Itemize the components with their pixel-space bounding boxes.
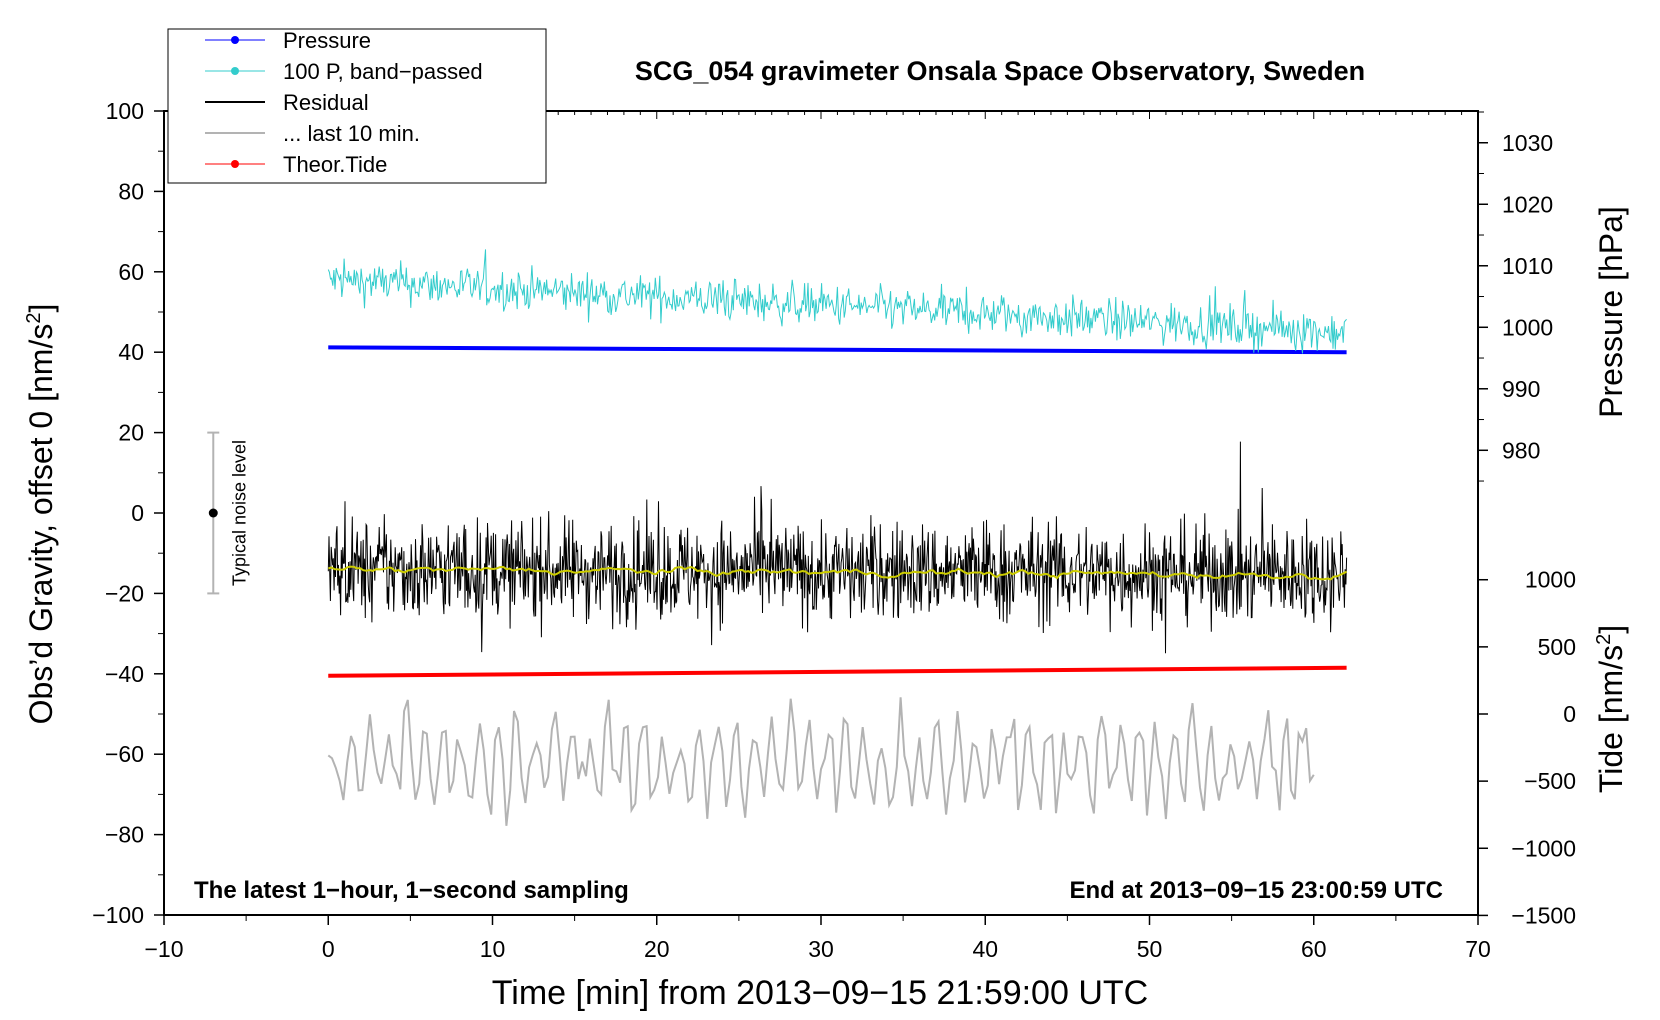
legend-label-residual: Residual [283,90,369,115]
legend-entry-tide: Theor.Tide [205,152,387,177]
pressure-tick-label: 990 [1502,376,1540,402]
series-last-10-min [327,697,1315,826]
x-tick-label: 20 [644,936,670,962]
legend-marker-bandpassed [231,67,239,75]
tide-tick-label: 500 [1538,634,1576,660]
series-100-p-band-passed [327,249,1347,354]
pressure-axis-label: Pressure [hPa] [1593,206,1629,418]
legend-entry-bandpassed: 100 P, band−passed [205,59,483,84]
y-axis-label-left: Obs’d Gravity, offset 0 [nm/s2] [23,304,59,725]
y-tick-label: −40 [105,661,144,687]
legend-entry-pressure: Pressure [205,28,371,53]
tide-axis-label: Tide [nm/s2] [1593,625,1629,793]
series-pressure [328,345,1347,355]
legend-entry-last10: ... last 10 min. [205,121,420,146]
pressure-tick-label: 1010 [1502,253,1553,279]
y-tick-label: 60 [118,259,144,285]
axes-layer: −10 0 10 20 30 40 50 60 70100806040200−20−40−60−… [92,98,1576,962]
x-axis-label: Time [min] from 2013−09−15 21:59:00 UTC [492,974,1148,1012]
noise-bar-label: Typical noise level [229,440,249,586]
legend: Pressure 100 P, band−passed Residual ...… [167,28,547,184]
x-tick-label: 50 [1137,936,1163,962]
tide-tick-label: 1000 [1525,567,1576,593]
y-tick-label: 40 [118,339,144,365]
x-tick-label: 70 [1465,936,1491,962]
x-tick-label: 10 [480,936,506,962]
series-smoothed-residual [328,565,1348,581]
y-axis-label-left-main: Obs’d Gravity, offset 0 [nm/s [23,324,59,725]
x-tick-label: 30 [808,936,834,962]
x-tick-label: 40 [972,936,998,962]
y-axis-label-left-end: ] [23,304,59,313]
y-tick-label: −100 [92,902,144,928]
y-axis-label-left-sup: 2 [23,313,45,324]
pressure-tick-label: 1030 [1502,130,1553,156]
sampling-annotation: The latest 1−hour, 1−second sampling [194,877,629,904]
tide-tick-label: −500 [1524,768,1576,794]
y-tick-label: 0 [131,500,144,526]
legend-marker-tide [231,160,239,168]
tide-axis-label-sup: 2 [1593,634,1615,645]
legend-entry-residual: Residual [205,90,369,115]
y-tick-label: −80 [105,822,144,848]
legend-label-pressure: Pressure [283,28,371,53]
end-time-annotation: End at 2013−09−15 23:00:59 UTC [1069,877,1443,904]
noise-bar-dot [208,508,218,518]
chart-title: SCG_054 gravimeter Onsala Space Observat… [635,56,1365,86]
tide-tick-label: 0 [1563,701,1576,727]
pressure-tick-label: 1020 [1502,191,1553,217]
y-tick-label: 100 [106,98,144,124]
legend-marker-pressure [231,36,239,44]
x-tick-label: 60 [1301,936,1327,962]
legend-label-last10: ... last 10 min. [283,121,420,146]
series-theor-tide [328,665,1347,678]
tide-axis-label-main: Tide [nm/s [1593,645,1629,793]
series-layer [327,249,1348,826]
y-tick-label: 20 [118,420,144,446]
x-tick-label: 0 [322,936,335,962]
y-tick-label: −60 [105,741,144,767]
pressure-tick-label: 1000 [1502,314,1553,340]
legend-label-bandpassed: 100 P, band−passed [283,59,483,84]
series-residual [327,441,1348,654]
tide-axis-label-end: ] [1593,625,1629,634]
tide-tick-label: −1000 [1511,835,1576,861]
legend-box [167,28,547,184]
legend-label-tide: Theor.Tide [283,152,387,177]
x-tick-label: −10 [144,936,183,962]
y-tick-label: 80 [118,178,144,204]
y-tick-label: −20 [105,580,144,606]
tide-tick-label: −1500 [1511,902,1576,928]
pressure-tick-label: 980 [1502,437,1540,463]
noise-level-indicator: Typical noise level [207,431,249,595]
